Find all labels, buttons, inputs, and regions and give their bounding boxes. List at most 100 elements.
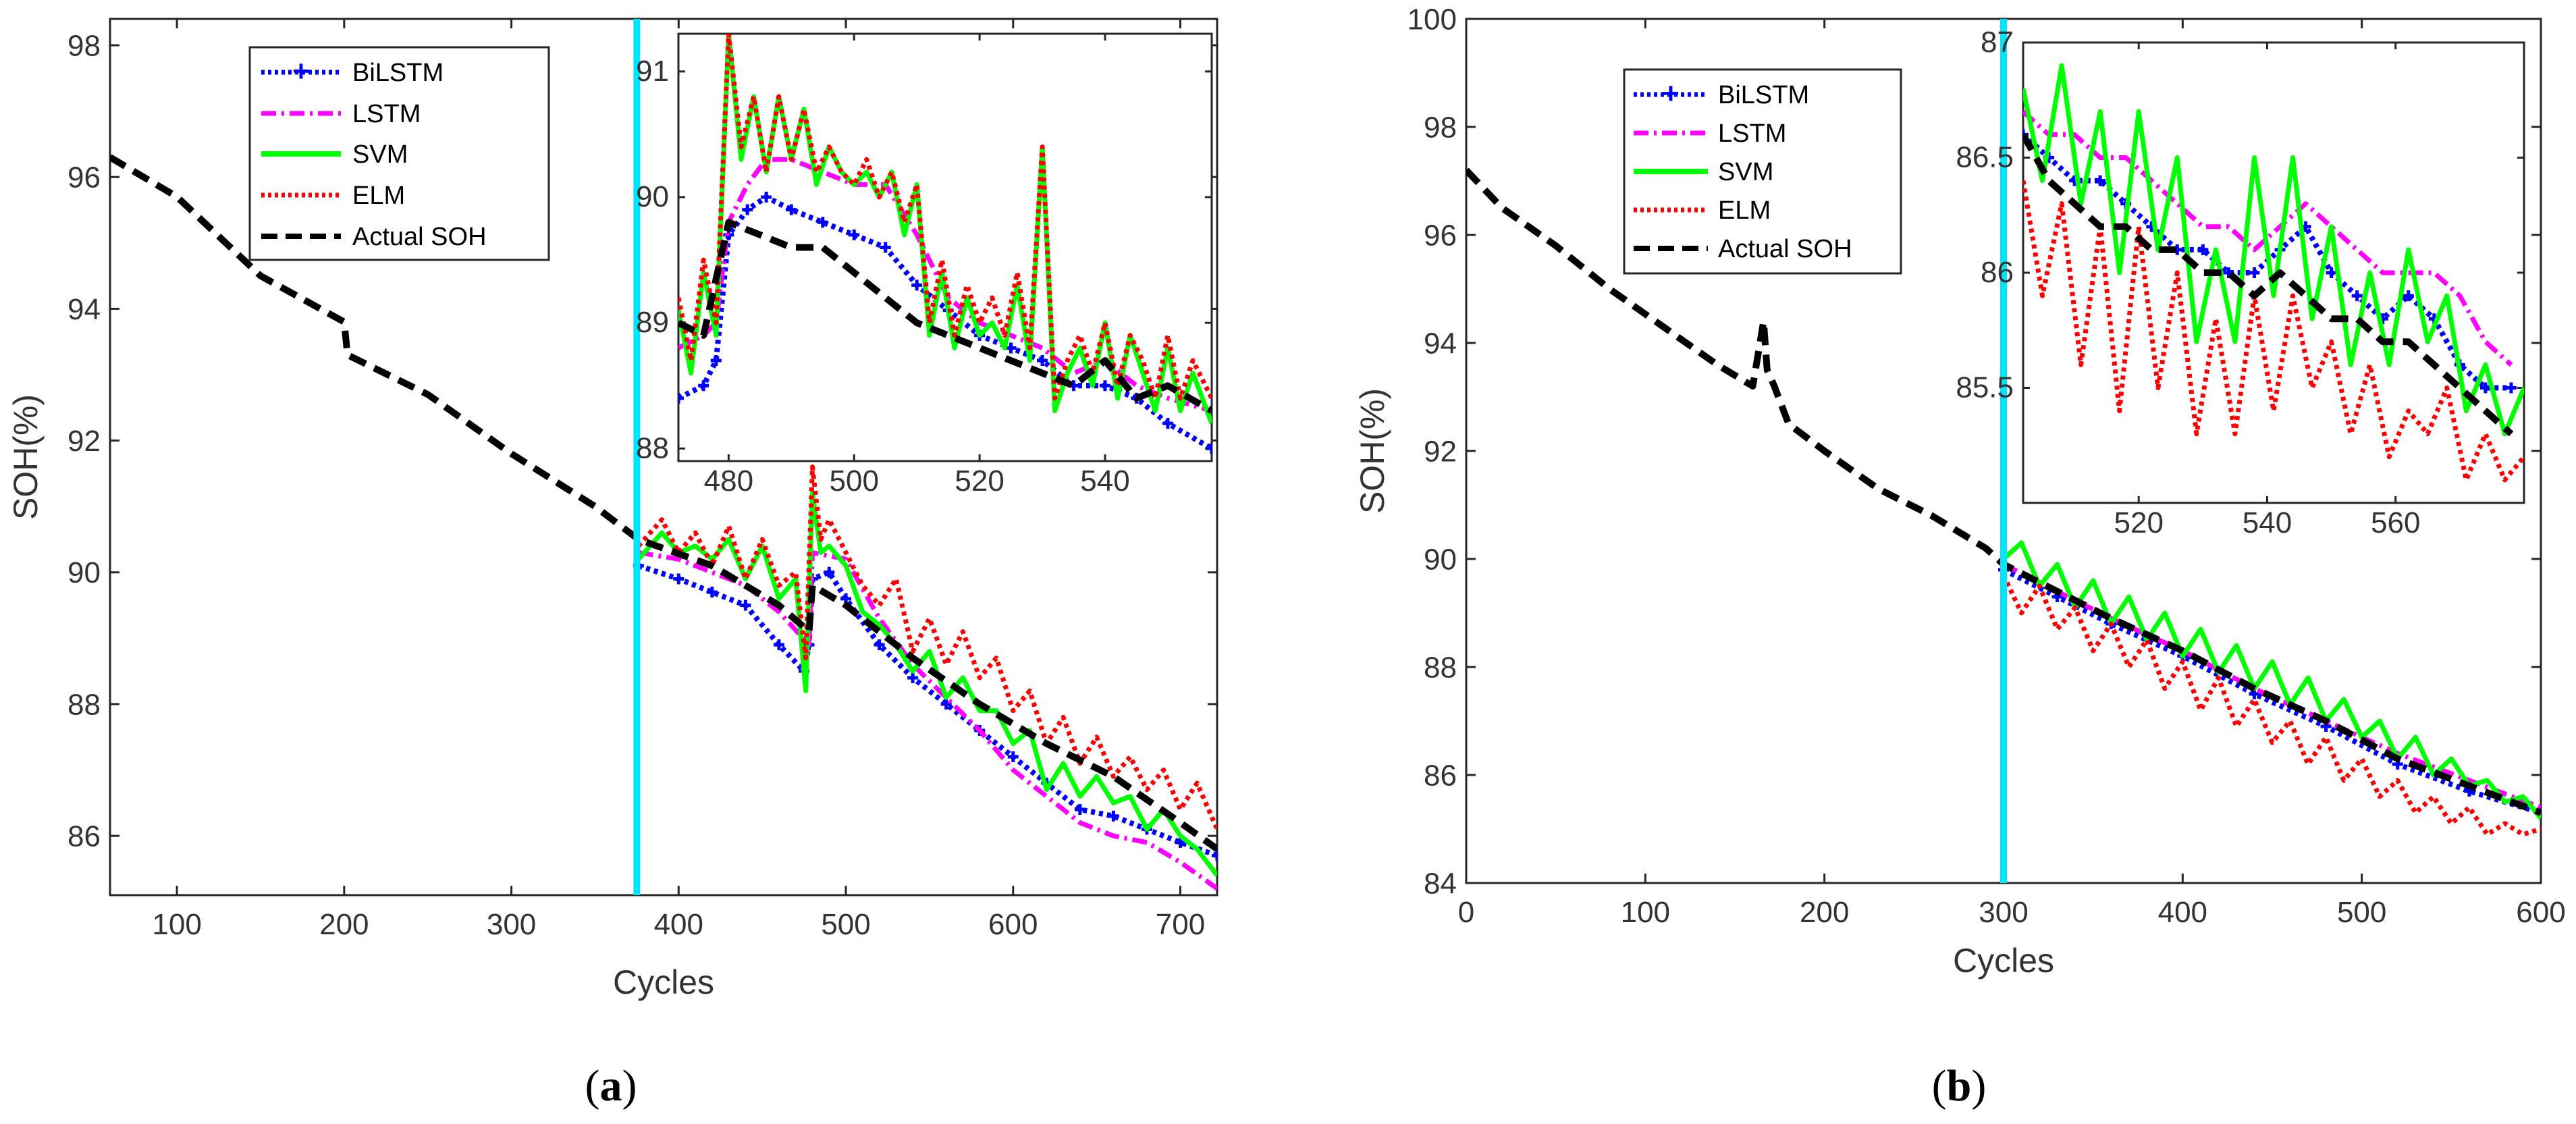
panel-a-inset-bilstm-marker <box>880 242 891 253</box>
panel-a-legend-plus: + <box>292 55 310 88</box>
panel-b-legend-plus: + <box>1662 77 1680 110</box>
panel-b-y-tick-label: 90 <box>1424 543 1457 576</box>
panel-b-caption-letter: b <box>1947 1061 1972 1110</box>
panel-b-series <box>1466 167 2541 837</box>
panel-a-bilstm-marker <box>824 566 835 578</box>
panel-b-inset-x-tick-label: 520 <box>2114 506 2164 539</box>
panel-a-series-lstm <box>638 550 1217 891</box>
panel-b-series-elm <box>2001 574 2541 837</box>
panel-a-y-ticks: 86 88 90 92 94 96 98 <box>68 29 1217 853</box>
panel-a-legend-label-actual: Actual SOH <box>352 223 487 251</box>
panel-a-inset-bilstm-marker <box>1005 342 1017 354</box>
panel-a-bilstm-marker <box>874 639 885 651</box>
panel-b-inset-x-tick-label: 560 <box>2371 506 2420 539</box>
panel-b-inset-y-tick-label: 86 <box>1981 256 2014 289</box>
panel-a-bilstm-marker <box>1108 810 1119 822</box>
panel-a-legend: + BiLSTM LSTM SVM ELM Actual SOH <box>248 46 550 261</box>
panel-a-y-tick-label: 90 <box>68 556 101 589</box>
panel-b-x-label: Cycles <box>1953 942 2054 980</box>
panel-a-y-tick-label: 96 <box>68 161 101 194</box>
panel-a-caption-letter: a <box>600 1061 622 1110</box>
panel-a-bilstm-marker <box>1074 804 1085 815</box>
panel-b-x-ticks: 0 100 200 300 400 500 600 <box>1458 19 2566 929</box>
panel-b-inset-series-elm <box>2023 180 2524 483</box>
panel-a-bilstm-marker <box>1007 751 1019 763</box>
panel-b-series-actual <box>1466 167 2541 816</box>
panel-a-x-ticks: 100 200 300 400 500 600 700 <box>152 19 1205 941</box>
panel-a-inset-bilstm-marker <box>786 204 797 215</box>
panel-a-bilstm-marker <box>740 599 751 611</box>
panel-a-inset-y-tick-label: 89 <box>636 306 669 339</box>
panel-b-inset-series-svm <box>2023 63 2524 437</box>
panel-a-inset-series-actual <box>678 219 1212 414</box>
panel-a-bilstm-marker <box>940 698 952 710</box>
panel-b-x-tick-label: 200 <box>1800 896 1849 929</box>
panel-a-bilstm-marker <box>773 639 784 651</box>
panel-a-series <box>110 154 1217 891</box>
panel-b-caption: (b) <box>1932 1061 1987 1110</box>
panel-a-series-bilstm <box>637 563 1217 859</box>
panel-a-inset-box <box>677 32 1213 462</box>
panel-a-bilstm-marker <box>1212 850 1217 861</box>
panel-b-y-tick-label: 84 <box>1424 867 1457 900</box>
panel-a-inset-bilstm-marker <box>849 229 860 240</box>
panel-b-y-tick-label: 88 <box>1424 651 1457 684</box>
panel-a-inset-bilstm-marker <box>911 279 923 291</box>
panel-a-y-tick-label: 92 <box>68 425 101 458</box>
panel-b-y-label: SOH(%) <box>1353 388 1391 514</box>
panel-a-series-elm <box>637 464 1217 830</box>
panel-b-series-svm <box>2002 540 2541 820</box>
panel-b-inset-x-tick-label: 540 <box>2243 506 2292 539</box>
panel-b-inset: 520 540 560 85.5 86 86.5 87 <box>1956 26 2525 539</box>
panel-b-inset-bilstm-marker <box>2351 290 2363 302</box>
panel-b-inset-bilstm-marker <box>2249 267 2260 278</box>
panel-a-inset-y-tick-label: 91 <box>636 55 669 88</box>
panel-b-y-ticks: 84 86 88 90 92 94 96 98 100 <box>1407 3 2541 900</box>
panel-b-y-tick-label: 96 <box>1424 219 1457 252</box>
panel-b-inset-y-tick-label: 85.5 <box>1956 371 2014 404</box>
panel-b-series-lstm <box>2002 562 2541 810</box>
panel-a-inset-y-ticks: 88 89 90 91 <box>636 55 1212 464</box>
panel-a-y-tick-label: 88 <box>68 688 101 721</box>
panel-a-x-tick-label: 700 <box>1156 908 1205 941</box>
panel-b-legend: + BiLSTM LSTM SVM ELM Actual SOH <box>1623 68 1902 275</box>
panel-a-inset-bilstm-marker <box>761 192 772 203</box>
panel-a-legend-label-elm: ELM <box>352 182 405 210</box>
panel-a-bilstm-marker <box>673 573 685 585</box>
panel-a-legend-label-svm: SVM <box>352 140 408 169</box>
panel-a-x-tick-label: 500 <box>821 908 870 941</box>
panel-a-inset-bilstm-marker <box>698 380 709 392</box>
panel-a-y-tick-label: 98 <box>68 29 101 62</box>
panel-a-bilstm-marker <box>706 587 718 598</box>
panel-b-x-tick-label: 100 <box>1621 896 1670 929</box>
panel-b-y-tick-label: 100 <box>1407 3 1457 36</box>
panel-b-inset-x-ticks: 520 540 560 <box>2114 43 2420 539</box>
panel-b-inset-series <box>2023 63 2524 483</box>
panel-a-inset-x-tick-label: 540 <box>1080 464 1129 498</box>
panel-a-inset-bilstm-marker <box>678 392 684 404</box>
panel-b-x-tick-label: 400 <box>2158 896 2207 929</box>
panel-a-inset-x-tick-label: 520 <box>955 464 1004 498</box>
panel-a-inset-y-tick-label: 88 <box>636 431 669 464</box>
panel-b-x-tick-label: 600 <box>2516 896 2565 929</box>
panel-a-x-label: Cycles <box>613 963 714 1001</box>
panel-b-inset-y-ticks: 85.5 86 86.5 87 <box>1956 26 2524 404</box>
panel-b-legend-label-lstm: LSTM <box>1718 119 1786 148</box>
panel-a-inset-bilstm-marker <box>742 204 753 215</box>
panel-a-inset-x-ticks: 480 500 520 540 <box>704 34 1130 498</box>
panel-b-x-tick-label: 500 <box>2337 896 2386 929</box>
panel-a-x-tick-label: 300 <box>487 908 536 941</box>
panel-a-legend-label-lstm: LSTM <box>352 100 421 128</box>
panel-a: 100 200 300 400 500 600 700 86 88 90 92 94 96 98 Cyc… <box>7 18 1218 1110</box>
panel-a-x-tick-label: 400 <box>654 908 703 941</box>
panel-a-inset-bilstm-marker <box>817 217 828 228</box>
panel-b-inset-bilstm-marker <box>2197 244 2209 255</box>
panel-a-series-actual <box>110 154 1217 852</box>
panel-a-x-tick-label: 100 <box>152 908 201 941</box>
panel-b-inset-y-tick-label: 87 <box>1981 26 2014 59</box>
panel-a-inset-bilstm-marker <box>710 355 722 367</box>
panel-b-y-tick-label: 86 <box>1424 759 1457 792</box>
panel-a-inset-bilstm-marker <box>1206 443 1212 454</box>
panel-a-y-tick-label: 86 <box>68 820 101 853</box>
panel-b-y-tick-label: 94 <box>1424 327 1457 360</box>
